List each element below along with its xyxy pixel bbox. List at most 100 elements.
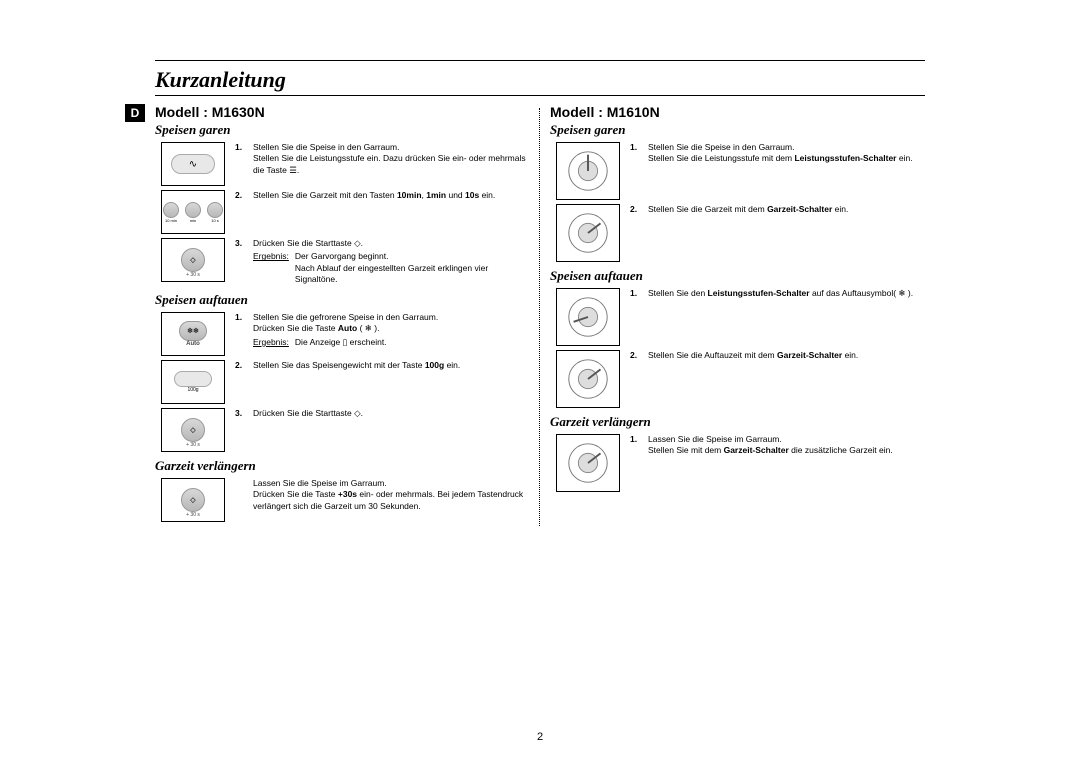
body-text: Stellen Sie die Speise in den Garraum. S… bbox=[253, 142, 530, 176]
body-text: Stellen Sie die gefrorene Speise in den … bbox=[253, 312, 530, 348]
b: 1min bbox=[426, 190, 446, 200]
b: Leistungsstufen-Schalter bbox=[708, 288, 810, 298]
b: Garzeit-Schalter bbox=[767, 204, 832, 214]
t: Drücken Sie die Starttaste ◇. bbox=[253, 238, 363, 248]
left-sec3-title: Garzeit verlängern bbox=[155, 458, 530, 474]
left-s3-step: ◇ + 30 s Lassen Sie die Speise im Garrau… bbox=[155, 478, 530, 522]
plus30-label: + 30 s bbox=[186, 442, 200, 448]
body-text: Drücken Sie die Starttaste ◇. Ergebnis: … bbox=[253, 238, 530, 286]
illus-time-dial-3 bbox=[556, 434, 620, 492]
oval-100g-icon bbox=[174, 371, 212, 387]
b: Garzeit-Schalter bbox=[724, 445, 789, 455]
right-s2-step1: 1. Stellen Sie den Leistungsstufen-Schal… bbox=[550, 288, 925, 346]
t: ( ❄ ). bbox=[357, 323, 379, 333]
num-3: 3. bbox=[235, 408, 247, 419]
body-text: Lassen Sie die Speise im Garraum. Stelle… bbox=[648, 434, 925, 457]
num-1: 1. bbox=[235, 142, 247, 176]
t: auf das Auftausymbol( ❄ ). bbox=[810, 288, 914, 298]
left-model-title: Modell : M1630N bbox=[155, 104, 530, 120]
illus-time-dial bbox=[556, 204, 620, 262]
page-number: 2 bbox=[0, 731, 1080, 743]
t: und bbox=[446, 190, 465, 200]
body-text: Stellen Sie den Leistungsstufen-Schalter… bbox=[648, 288, 925, 299]
right-sec1-title: Speisen garen bbox=[550, 122, 925, 138]
auto-icon: ❄❄ bbox=[179, 321, 207, 341]
left-s2-step3: ◇ + 30 s 3. Drücken Sie die Starttaste ◇… bbox=[155, 408, 530, 452]
left-s2-step1: ❄❄ Auto 1. Stellen Sie die gefrorene Spe… bbox=[155, 312, 530, 356]
result-label: Ergebnis: bbox=[253, 337, 289, 348]
g100-label: 100g bbox=[174, 387, 212, 393]
b: 10s bbox=[465, 190, 479, 200]
num-2: 2. bbox=[630, 204, 642, 215]
body-text: Stellen Sie die Garzeit mit dem Garzeit-… bbox=[648, 204, 925, 215]
b: Leistungsstufen-Schalter bbox=[794, 153, 896, 163]
left-s1-step1: ∿ 1. Stellen Sie die Speise in den Garra… bbox=[155, 142, 530, 186]
right-model-title: Modell : M1610N bbox=[550, 104, 925, 120]
auto-label: Auto bbox=[179, 341, 207, 347]
result-text: Die Anzeige ▯ erscheint. bbox=[295, 337, 387, 348]
illus-defrost-dial bbox=[556, 288, 620, 346]
wave-icon: ∿ bbox=[189, 159, 197, 170]
left-sec2-title: Speisen auftauen bbox=[155, 292, 530, 308]
right-s2-step2: 2. Stellen Sie die Auftauzeit mit dem Ga… bbox=[550, 350, 925, 408]
illus-100g-button: 100g bbox=[161, 360, 225, 404]
num-3: 3. bbox=[235, 238, 247, 286]
t: ein. bbox=[842, 350, 858, 360]
t: Stellen Sie das Speisengewicht mit der T… bbox=[253, 360, 425, 370]
body-text: Stellen Sie die Garzeit mit den Tasten 1… bbox=[253, 190, 530, 201]
dial-icon bbox=[564, 147, 612, 195]
b: 100g bbox=[425, 360, 444, 370]
num-1: 1. bbox=[630, 142, 642, 165]
illus-power-dial bbox=[556, 142, 620, 200]
left-s1-step2: 10 min min 10 s 2. Stellen Sie die Garze… bbox=[155, 190, 530, 234]
t: Stellen Sie die Speise in den Garraum. S… bbox=[648, 142, 794, 163]
result-label: Ergebnis: bbox=[253, 251, 289, 285]
num-2: 2. bbox=[235, 360, 247, 371]
right-s1-2-text: 2. Stellen Sie die Garzeit mit dem Garze… bbox=[630, 204, 925, 215]
t: Stellen Sie die Garzeit mit dem bbox=[648, 204, 767, 214]
t: ein. bbox=[897, 153, 913, 163]
b: +30s bbox=[338, 489, 357, 499]
b: 10min bbox=[397, 190, 422, 200]
left-s2-1-text: 1. Stellen Sie die gefrorene Speise in d… bbox=[235, 312, 530, 348]
power-oval-icon: ∿ bbox=[171, 154, 215, 174]
right-s3-step1: 1. Lassen Sie die Speise im Garraum. Ste… bbox=[550, 434, 925, 492]
page-title: Kurzanleitung bbox=[155, 63, 925, 95]
rule-under-title bbox=[155, 95, 925, 96]
illus-time-buttons: 10 min min 10 s bbox=[161, 190, 225, 234]
num-2: 2. bbox=[235, 190, 247, 201]
start-button-icon: ◇ bbox=[181, 418, 205, 442]
label-10s: 10 s bbox=[207, 218, 223, 223]
t: ein. bbox=[832, 204, 848, 214]
lang-badge: D bbox=[125, 104, 145, 122]
right-s2-2-text: 2. Stellen Sie die Auftauzeit mit dem Ga… bbox=[630, 350, 925, 361]
right-s3-1-text: 1. Lassen Sie die Speise im Garraum. Ste… bbox=[630, 434, 925, 457]
num-1: 1. bbox=[630, 288, 642, 299]
t: Stellen Sie den bbox=[648, 288, 708, 298]
illus-plus30-button: ◇ + 30 s bbox=[161, 478, 225, 522]
left-s1-step3: ◇ + 30 s 3. Drücken Sie die Starttaste ◇… bbox=[155, 238, 530, 286]
body-text: Drücken Sie die Starttaste ◇. bbox=[253, 408, 530, 419]
left-s1-1-text: 1. Stellen Sie die Speise in den Garraum… bbox=[235, 142, 530, 176]
right-sec3-title: Garzeit verlängern bbox=[550, 414, 925, 430]
right-s2-1-text: 1. Stellen Sie den Leistungsstufen-Schal… bbox=[630, 288, 925, 299]
left-s1-2-text: 2. Stellen Sie die Garzeit mit den Taste… bbox=[235, 190, 530, 201]
right-sec2-title: Speisen auftauen bbox=[550, 268, 925, 284]
num-2: 2. bbox=[630, 350, 642, 361]
plus30-label: + 30 s bbox=[186, 512, 200, 518]
illus-time-dial-2 bbox=[556, 350, 620, 408]
right-s1-step2: 2. Stellen Sie die Garzeit mit dem Garze… bbox=[550, 204, 925, 262]
dial-icon bbox=[564, 209, 612, 257]
left-s3-text: Lassen Sie die Speise im Garraum. Drücke… bbox=[235, 478, 530, 512]
right-s1-1-text: 1. Stellen Sie die Speise in den Garraum… bbox=[630, 142, 925, 165]
num-1: 1. bbox=[235, 312, 247, 348]
t: die zusätzliche Garzeit ein. bbox=[789, 445, 893, 455]
left-sec1-title: Speisen garen bbox=[155, 122, 530, 138]
dial-icon bbox=[564, 355, 612, 403]
t: Stellen Sie die Garzeit mit den Tasten bbox=[253, 190, 397, 200]
illus-start-button-1: ◇ + 30 s bbox=[161, 238, 225, 282]
three-buttons-icon: 10 min min 10 s bbox=[163, 202, 223, 223]
result-text: Der Garvorgang beginnt. Nach Ablauf der … bbox=[295, 251, 530, 285]
illus-start-button-2: ◇ + 30 s bbox=[161, 408, 225, 452]
page-root: Kurzanleitung D Modell : M1630N Speisen … bbox=[0, 0, 1080, 763]
